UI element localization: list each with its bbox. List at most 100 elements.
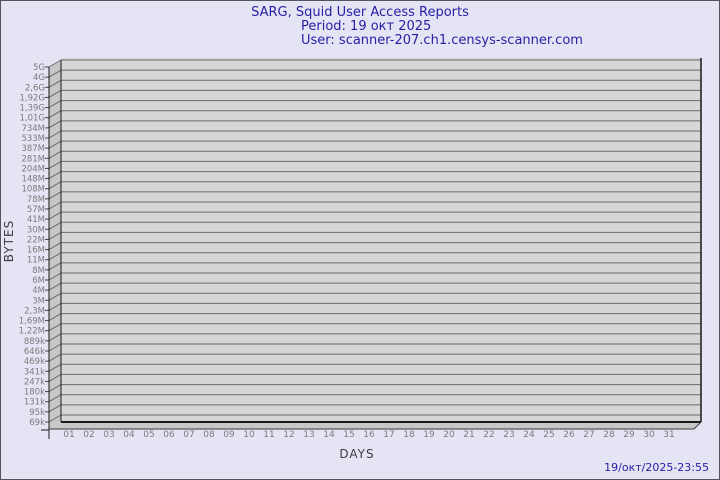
y-tick-label: 8M	[32, 266, 45, 276]
x-tick-label: 30	[643, 430, 655, 440]
x-tick-label: 02	[83, 430, 94, 440]
wall-diagonal	[48, 150, 62, 159]
x-tick-label: 26	[563, 430, 575, 440]
wall-diagonal	[48, 242, 62, 251]
wall-diagonal	[48, 110, 62, 119]
x-tick-label: 21	[463, 430, 474, 440]
y-tick-label: 108M	[21, 185, 45, 195]
y-tick-label: 22M	[27, 235, 45, 245]
x-tick-label: 15	[343, 430, 354, 440]
wall-diagonal	[48, 120, 62, 129]
x-tick-label: 03	[103, 430, 114, 440]
x-tick-label: 08	[203, 430, 215, 440]
wall-diagonal	[48, 262, 62, 271]
wall-diagonal	[48, 69, 62, 78]
x-tick-label: 28	[603, 430, 615, 440]
x-tick-label: 31	[663, 430, 674, 440]
y-tick-label: 4M	[32, 286, 45, 296]
x-tick-label: 16	[363, 430, 375, 440]
y-tick-label: 247k	[24, 377, 45, 387]
wall-diagonal	[48, 363, 62, 372]
x-tick-label: 18	[403, 430, 415, 440]
y-tick-label: 2,6G	[25, 83, 45, 93]
x-tick-label: 22	[483, 430, 494, 440]
x-tick-label: 10	[243, 430, 255, 440]
x-tick-label: 14	[323, 430, 335, 440]
x-tick-label: 19	[423, 430, 435, 440]
y-tick-label: 469k	[24, 357, 45, 367]
wall-diagonal	[48, 181, 62, 190]
y-tick-label: 1,22M	[19, 327, 45, 337]
plot-area	[61, 58, 701, 422]
wall-diagonal	[48, 191, 62, 200]
chart-3d-wall	[49, 60, 61, 429]
wall-diagonal	[48, 384, 62, 393]
y-tick-label: 16M	[27, 246, 45, 256]
y-tick-label: 41M	[27, 215, 45, 225]
y-tick-label: 204M	[21, 164, 45, 174]
wall-diagonal	[48, 272, 62, 281]
x-tick-label: 13	[303, 430, 314, 440]
report-period: Period: 19 окт 2025	[301, 19, 432, 34]
y-tick-label: 4G	[33, 73, 45, 83]
wall-diagonal	[48, 313, 62, 322]
wall-diagonal	[48, 414, 62, 423]
report-timestamp: 19/окт/2025-23:55	[604, 461, 709, 474]
wall-diagonal	[48, 394, 62, 403]
wall-diagonal	[48, 160, 62, 169]
x-tick-label: 12	[283, 430, 294, 440]
y-tick-label: 180k	[24, 388, 45, 398]
wall-diagonal	[48, 221, 62, 230]
wall-diagonal	[48, 373, 62, 382]
y-tick-label: 387M	[21, 144, 45, 154]
chart-3d-floor	[49, 422, 701, 429]
y-axis-title: BYTES	[2, 219, 16, 263]
y-tick-label: 1,92G	[19, 93, 45, 103]
y-tick-label: 131k	[24, 398, 45, 408]
x-tick-label: 04	[123, 430, 135, 440]
x-tick-label: 07	[183, 430, 194, 440]
y-tick-label: 30M	[27, 225, 45, 235]
y-tick-label: 78M	[27, 195, 45, 205]
y-tick-label: 57M	[27, 205, 45, 215]
wall-diagonal	[48, 171, 62, 180]
wall-diagonal	[48, 323, 62, 332]
wall-diagonal	[48, 404, 62, 413]
wall-diagonal	[48, 201, 62, 210]
x-tick-label: 09	[223, 430, 235, 440]
y-tick-label: 69k	[29, 418, 45, 428]
x-tick-label: 27	[583, 430, 594, 440]
x-tick-label: 11	[263, 430, 274, 440]
wall-diagonal	[48, 353, 62, 362]
y-tick-label: 3M	[32, 296, 45, 306]
x-axis-title: DAYS	[339, 447, 375, 461]
y-tick-label: 1,01G	[19, 114, 45, 124]
y-tick-label: 2,3M	[24, 306, 45, 316]
y-tick-label: 148M	[21, 175, 45, 185]
wall-diagonal	[48, 211, 62, 220]
x-tick-label: 01	[63, 430, 74, 440]
x-tick-label: 17	[383, 430, 394, 440]
y-tick-label: 1,69M	[19, 317, 45, 327]
x-tick-label: 24	[523, 430, 535, 440]
report-title: SARG, Squid User Access Reports	[251, 5, 469, 20]
report-user: User: scanner-207.ch1.censys-scanner.com	[301, 33, 583, 48]
y-tick-label: 646k	[24, 347, 45, 357]
y-tick-label: 1,39G	[19, 104, 45, 114]
x-tick-label: 25	[543, 430, 554, 440]
wall-diagonal	[48, 292, 62, 301]
wall-diagonal	[48, 302, 62, 311]
x-tick-label: 06	[163, 430, 175, 440]
wall-diagonal	[48, 79, 62, 88]
y-tick-label: 734M	[21, 124, 45, 134]
y-tick-label: 6M	[32, 276, 45, 286]
x-tick-label: 05	[143, 430, 154, 440]
y-tick-label: 11M	[27, 256, 45, 266]
y-tick-label: 281M	[21, 154, 45, 164]
y-tick-label: 889k	[24, 337, 45, 347]
wall-diagonal	[48, 333, 62, 342]
wall-diagonal	[48, 231, 62, 240]
x-tick-label: 20	[443, 430, 455, 440]
